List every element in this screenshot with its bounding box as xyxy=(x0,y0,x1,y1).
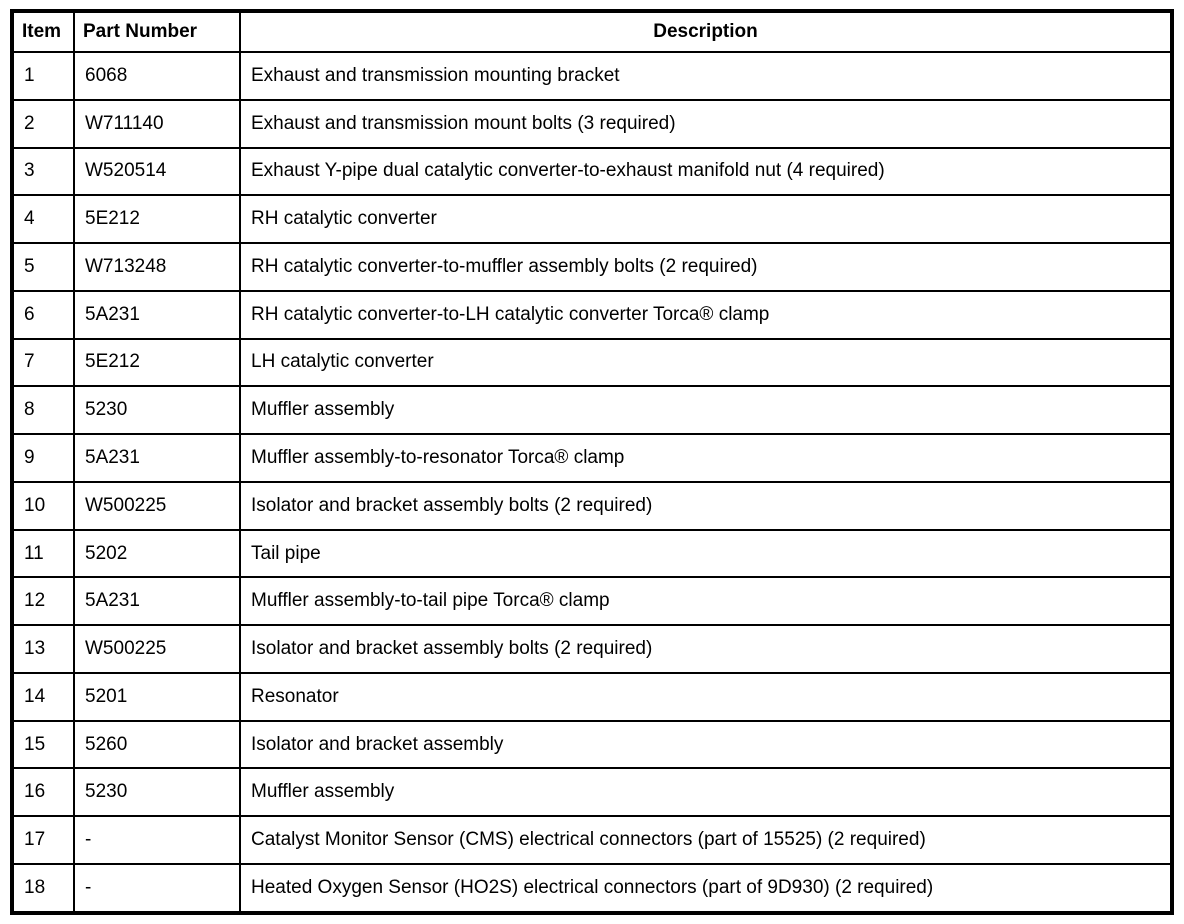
description-cell: LH catalytic converter xyxy=(239,337,1173,388)
description-cell: Heated Oxygen Sensor (HO2S) electrical c… xyxy=(239,863,1173,914)
item-cell: 11 xyxy=(11,528,75,579)
part-number-cell: 5A231 xyxy=(73,576,241,627)
part-number-cell: 6068 xyxy=(73,51,241,101)
table-row: 1 6068 Exhaust and transmission mounting b… xyxy=(11,51,1173,101)
table-row: 2 W711140 Exhaust and transmission mount b… xyxy=(11,98,1173,149)
header-row: Item Part Number Description xyxy=(11,10,1173,53)
part-number-cell: 5201 xyxy=(73,671,241,722)
table-row: 12 5A231 Muffler assembly-to-tail pipe Tor… xyxy=(11,576,1173,627)
table-row: 7 5E212 LH catalytic converter xyxy=(11,337,1173,388)
table-row: 6 5A231 RH catalytic converter-to-LH catal… xyxy=(11,289,1173,340)
item-cell: 1 xyxy=(11,51,75,101)
parts-table-body: 1 6068 Exhaust and transmission mounting b… xyxy=(11,51,1173,914)
table-row: 15 5260 Isolator and bracket assembly xyxy=(11,719,1173,770)
item-cell: 17 xyxy=(11,815,75,866)
item-column-header: Item xyxy=(11,10,75,53)
item-cell: 2 xyxy=(11,98,75,149)
part-number-cell: - xyxy=(73,815,241,866)
item-cell: 13 xyxy=(11,624,75,674)
table-row: 18- Heated Oxygen Sensor (HO2S) electrica… xyxy=(11,863,1173,914)
description-cell: Exhaust and transmission mount bolts (3 … xyxy=(239,98,1173,149)
description-column-header: Description xyxy=(239,10,1173,53)
item-cell: 6 xyxy=(11,289,75,340)
part-number-cell: W520514 xyxy=(73,146,241,197)
item-cell: 12 xyxy=(11,576,75,627)
part-number-cell: 5230 xyxy=(73,767,241,818)
table-row: 8 5230 Muffler assembly xyxy=(11,385,1173,436)
item-cell: 3 xyxy=(11,146,75,197)
table-row: 11 5202 Tail pipe xyxy=(11,528,1173,579)
description-cell: RH catalytic converter-to-muffler assemb… xyxy=(239,242,1173,292)
item-cell: 15 xyxy=(11,719,75,770)
table-row: 10 W500225 Isolator and bracket assembly b… xyxy=(11,480,1173,531)
item-cell: 18 xyxy=(11,863,75,914)
item-cell: 8 xyxy=(11,385,75,436)
description-cell: Muffler assembly xyxy=(239,385,1173,436)
parts-table-header: Item Part Number Description xyxy=(11,10,1173,53)
part-number-cell: 5A231 xyxy=(73,433,241,483)
description-cell: Muffler assembly xyxy=(239,767,1173,818)
table-row: 17- Catalyst Monitor Sensor (CMS) electri… xyxy=(11,815,1173,866)
item-cell: 5 xyxy=(11,242,75,292)
description-cell: Muffler assembly-to-resonator Torca® cla… xyxy=(239,433,1173,483)
description-cell: Isolator and bracket assembly bolts (2 r… xyxy=(239,480,1173,531)
part-number-column-header: Part Number xyxy=(73,10,241,53)
description-cell: RH catalytic converter-to-LH catalytic c… xyxy=(239,289,1173,340)
description-cell: Isolator and bracket assembly xyxy=(239,719,1173,770)
table-row: 3 W520514 Exhaust Y-pipe dual catalytic co… xyxy=(11,146,1173,197)
part-number-cell: - xyxy=(73,863,241,914)
part-number-cell: W500225 xyxy=(73,480,241,531)
description-cell: Isolator and bracket assembly bolts (2 r… xyxy=(239,624,1173,674)
table-row: 9 5A231 Muffler assembly-to-resonator Torc… xyxy=(11,433,1173,483)
part-number-cell: 5260 xyxy=(73,719,241,770)
item-cell: 9 xyxy=(11,433,75,483)
description-cell: Muffler assembly-to-tail pipe Torca® cla… xyxy=(239,576,1173,627)
part-number-cell: 5230 xyxy=(73,385,241,436)
part-number-cell: W713248 xyxy=(73,242,241,292)
description-cell: Catalyst Monitor Sensor (CMS) electrical… xyxy=(239,815,1173,866)
parts-table: Item Part Number Description 1 6068 Exhaus… xyxy=(10,9,1174,915)
part-number-cell: 5202 xyxy=(73,528,241,579)
description-cell: Exhaust and transmission mounting bracke… xyxy=(239,51,1173,101)
item-cell: 10 xyxy=(11,480,75,531)
table-row: 14 5201 Resonator xyxy=(11,671,1173,722)
part-number-cell: W711140 xyxy=(73,98,241,149)
part-number-cell: 5E212 xyxy=(73,337,241,388)
description-cell: Resonator xyxy=(239,671,1173,722)
item-cell: 4 xyxy=(11,194,75,245)
part-number-cell: W500225 xyxy=(73,624,241,674)
description-cell: RH catalytic converter xyxy=(239,194,1173,245)
description-cell: Exhaust Y-pipe dual catalytic converter-… xyxy=(239,146,1173,197)
table-row: 5 W713248 RH catalytic converter-to-muffle… xyxy=(11,242,1173,292)
part-number-cell: 5E212 xyxy=(73,194,241,245)
item-cell: 14 xyxy=(11,671,75,722)
item-cell: 7 xyxy=(11,337,75,388)
part-number-cell: 5A231 xyxy=(73,289,241,340)
table-row: 4 5E212 RH catalytic converter xyxy=(11,194,1173,245)
item-cell: 16 xyxy=(11,767,75,818)
table-row: 16 5230 Muffler assembly xyxy=(11,767,1173,818)
description-cell: Tail pipe xyxy=(239,528,1173,579)
table-row: 13 W500225 Isolator and bracket assembly b… xyxy=(11,624,1173,674)
